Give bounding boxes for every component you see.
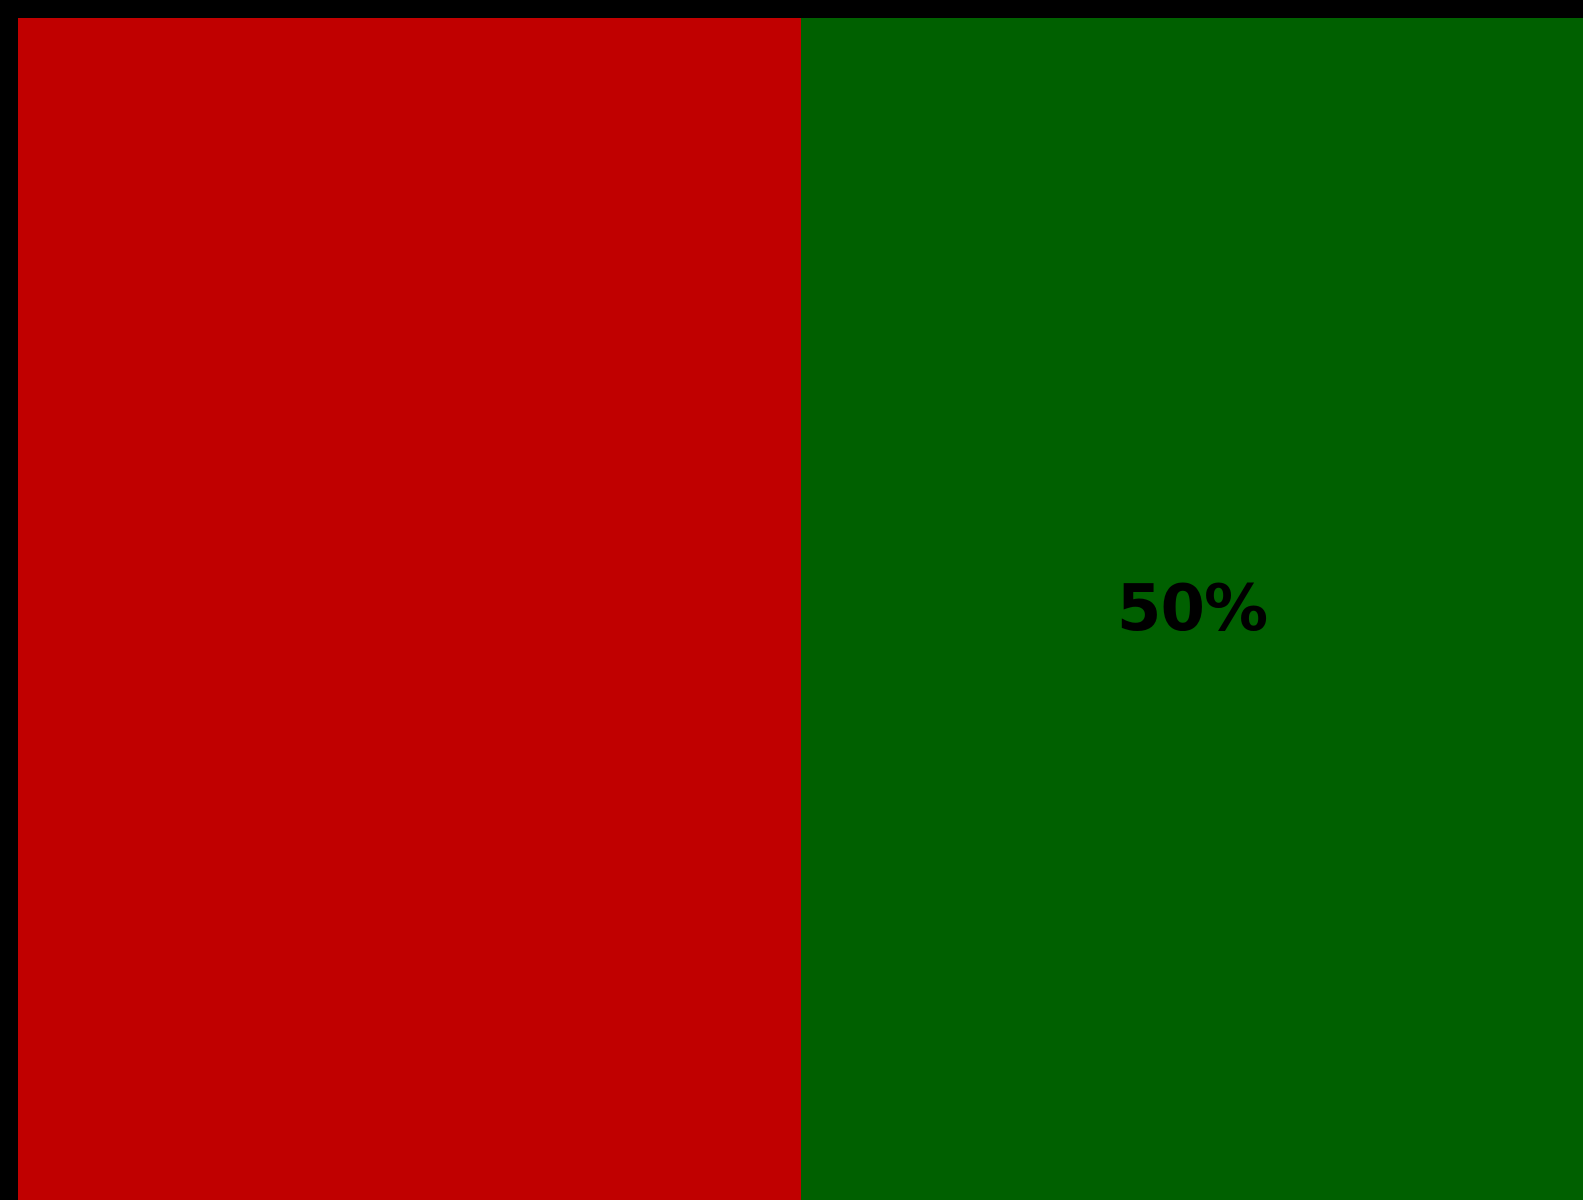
data-label: 50% bbox=[1116, 572, 1268, 646]
bar-segment-1 bbox=[18, 18, 801, 1200]
stacked-bar: 50% bbox=[18, 18, 1583, 1200]
bar-segment-2: 50% bbox=[801, 18, 1583, 1200]
